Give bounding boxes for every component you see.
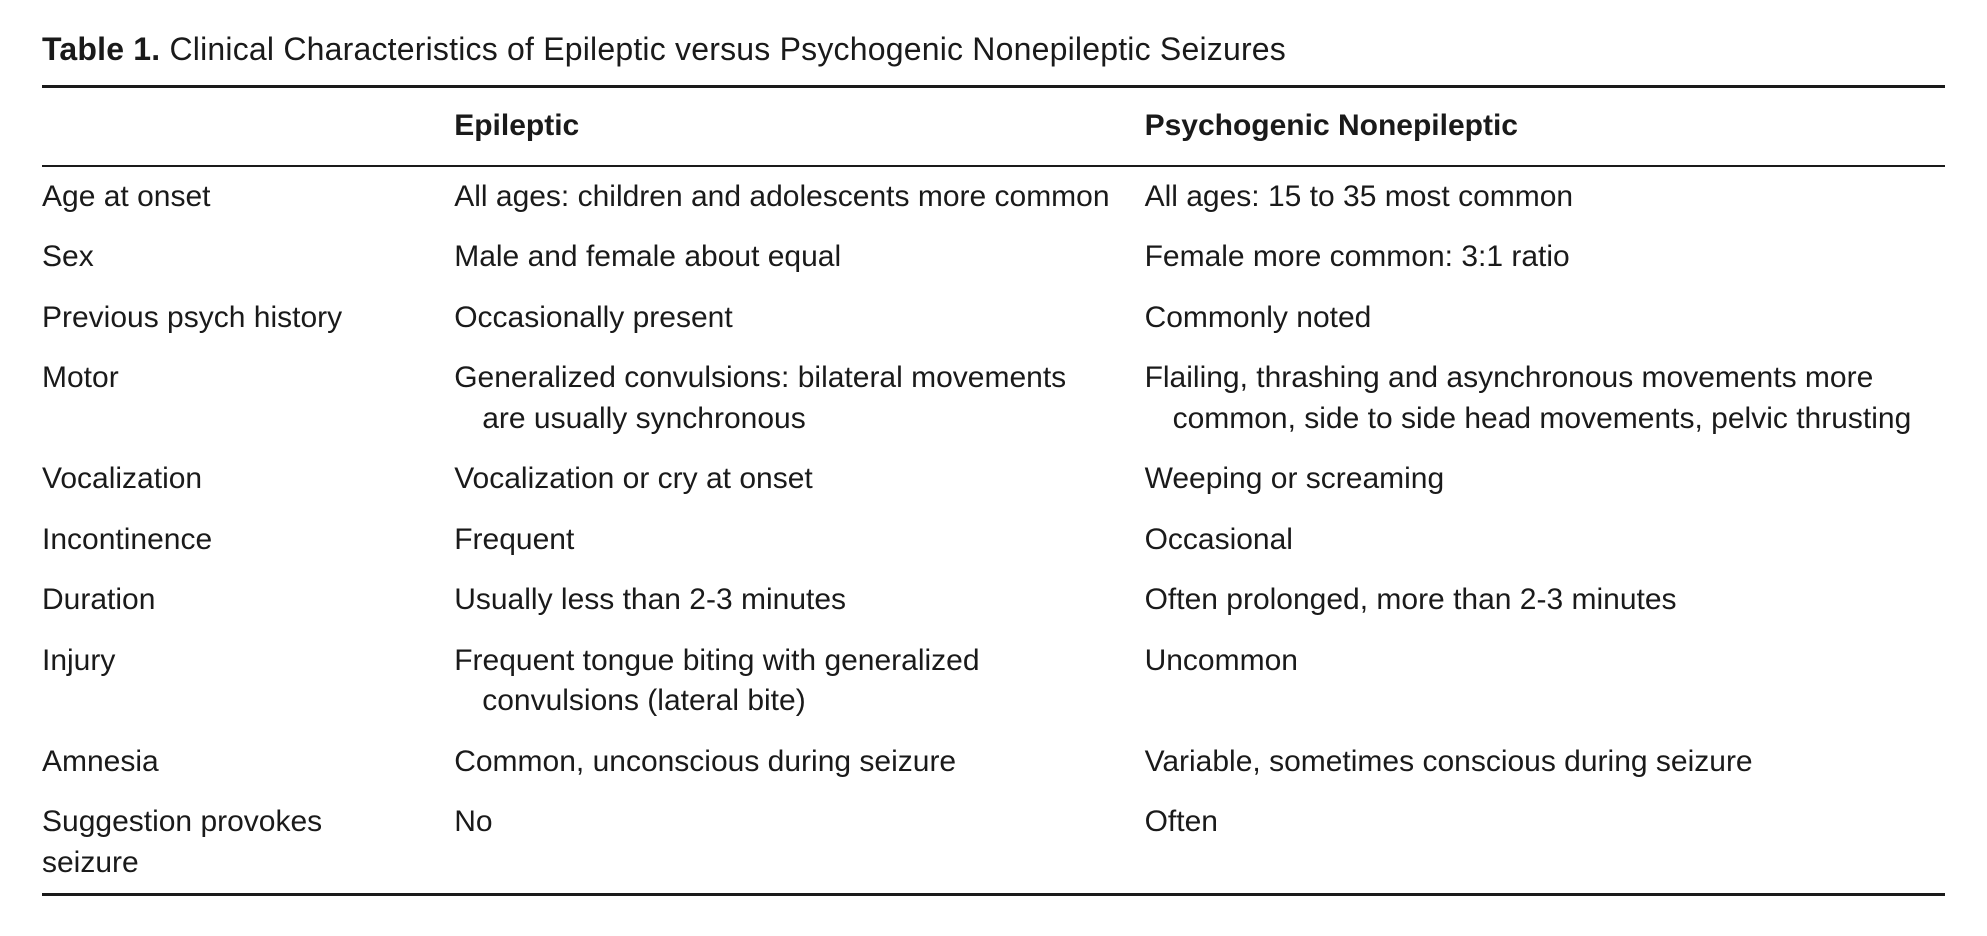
cell-text: Generalized convulsions: bilateral movem… (454, 358, 1114, 439)
cell-text: Frequent tongue biting with generalized … (454, 641, 1114, 722)
header-blank (42, 88, 454, 165)
cell-text: Common, unconscious during seizure (454, 742, 1114, 783)
cell-epileptic: Vocalization or cry at onset (454, 449, 1144, 510)
cell-epileptic: Generalized convulsions: bilateral movem… (454, 348, 1144, 449)
cell-text: Often prolonged, more than 2-3 minutes (1145, 580, 1915, 621)
header-epileptic: Epileptic (454, 88, 1144, 165)
cell-text: All ages: 15 to 35 most common (1145, 177, 1915, 218)
cell-text: Male and female about equal (454, 237, 1114, 278)
cell-text: All ages: children and adolescents more … (454, 177, 1114, 218)
table-row: Suggestion provokes seizure No Often (42, 792, 1945, 893)
cell-pnes: Often prolonged, more than 2-3 minutes (1145, 570, 1945, 631)
row-label: Incontinence (42, 510, 454, 571)
row-label: Injury (42, 631, 454, 732)
row-label: Vocalization (42, 449, 454, 510)
table-row: Motor Generalized convulsions: bilateral… (42, 348, 1945, 449)
cell-pnes: Weeping or screaming (1145, 449, 1945, 510)
cell-pnes: All ages: 15 to 35 most common (1145, 167, 1945, 228)
header-pnes: Psychogenic Nonepileptic (1145, 88, 1945, 165)
table-row: Age at onset All ages: children and adol… (42, 167, 1945, 228)
cell-pnes: Occasional (1145, 510, 1945, 571)
cell-epileptic: Occasionally present (454, 288, 1144, 349)
header-row: Epileptic Psychogenic Nonepileptic (42, 88, 1945, 165)
table-row: Injury Frequent tongue biting with gener… (42, 631, 1945, 732)
cell-epileptic: All ages: children and adolescents more … (454, 167, 1144, 228)
cell-text: Vocalization or cry at onset (454, 459, 1114, 500)
cell-pnes: Uncommon (1145, 631, 1945, 732)
cell-text: Variable, sometimes conscious during sei… (1145, 742, 1915, 783)
cell-pnes: Flailing, thrashing and asynchronous mov… (1145, 348, 1945, 449)
table-container: Table 1. Clinical Characteristics of Epi… (0, 0, 1987, 936)
cell-epileptic: Usually less than 2-3 minutes (454, 570, 1144, 631)
cell-pnes: Often (1145, 792, 1945, 893)
bottom-rule (42, 893, 1945, 896)
table-row: Incontinence Frequent Occasional (42, 510, 1945, 571)
table-row: Previous psych history Occasionally pres… (42, 288, 1945, 349)
row-label: Motor (42, 348, 454, 449)
cell-epileptic: Frequent (454, 510, 1144, 571)
cell-text: Uncommon (1145, 641, 1915, 682)
table-row: Duration Usually less than 2-3 minutes O… (42, 570, 1945, 631)
cell-epileptic: Male and female about equal (454, 227, 1144, 288)
row-label: Age at onset (42, 167, 454, 228)
cell-text: Flailing, thrashing and asynchronous mov… (1145, 358, 1915, 439)
cell-text: Weeping or screaming (1145, 459, 1915, 500)
table-caption: Table 1. Clinical Characteristics of Epi… (42, 28, 1945, 71)
cell-pnes: Female more common: 3:1 ratio (1145, 227, 1945, 288)
cell-text: Occasionally present (454, 298, 1114, 339)
cell-text: Commonly noted (1145, 298, 1915, 339)
cell-pnes: Variable, sometimes conscious during sei… (1145, 732, 1945, 793)
cell-epileptic: Common, unconscious during seizure (454, 732, 1144, 793)
comparison-table: Epileptic Psychogenic Nonepileptic (42, 88, 1945, 165)
cell-text: Female more common: 3:1 ratio (1145, 237, 1915, 278)
row-label: Duration (42, 570, 454, 631)
cell-pnes: Commonly noted (1145, 288, 1945, 349)
table-label: Table 1. (42, 31, 160, 67)
table-title: Clinical Characteristics of Epileptic ve… (169, 31, 1286, 67)
table-row: Sex Male and female about equal Female m… (42, 227, 1945, 288)
cell-text: Often (1145, 802, 1915, 843)
table-row: Amnesia Common, unconscious during seizu… (42, 732, 1945, 793)
cell-text: Usually less than 2-3 minutes (454, 580, 1114, 621)
cell-text: Occasional (1145, 520, 1915, 561)
row-label: Sex (42, 227, 454, 288)
row-label: Previous psych history (42, 288, 454, 349)
comparison-table-body: Age at onset All ages: children and adol… (42, 167, 1945, 894)
cell-epileptic: Frequent tongue biting with generalized … (454, 631, 1144, 732)
row-label: Amnesia (42, 732, 454, 793)
cell-text: Frequent (454, 520, 1114, 561)
table-row: Vocalization Vocalization or cry at onse… (42, 449, 1945, 510)
row-label: Suggestion provokes seizure (42, 792, 454, 893)
cell-epileptic: No (454, 792, 1144, 893)
cell-text: No (454, 802, 1114, 843)
